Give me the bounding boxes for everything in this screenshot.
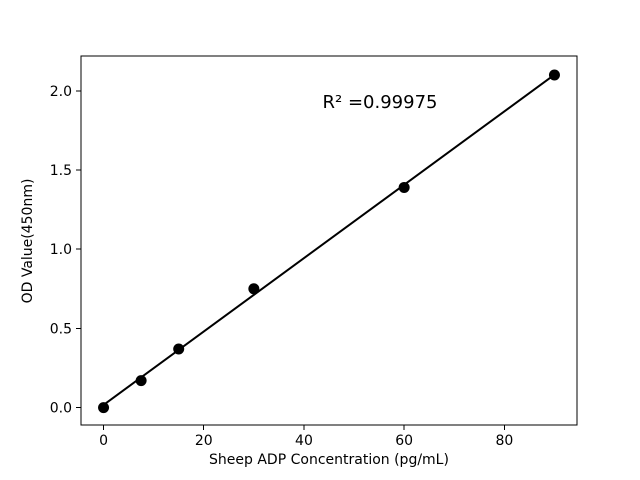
y-tick-label: 1.0	[50, 242, 72, 258]
data-point	[135, 375, 147, 387]
y-tick-label: 2.0	[50, 84, 72, 100]
x-tick-label: 0	[99, 433, 108, 449]
x-tick-label: 20	[195, 433, 213, 449]
data-point	[173, 343, 185, 355]
axes-layer: 0 20 40 60 80 0.0 0.5 1.0 1.5 2.0	[50, 55, 578, 449]
data-layer	[98, 69, 560, 414]
fit-line	[102, 73, 556, 406]
r-squared-annotation: R² =0.99975	[323, 92, 438, 113]
data-point	[98, 402, 110, 414]
x-tick-label: 40	[295, 433, 313, 449]
plot-border	[80, 55, 578, 426]
x-axis-label: Sheep ADP Concentration (pg/mL)	[209, 452, 449, 468]
y-tick-label: 1.5	[50, 163, 72, 179]
y-tick-label: 0.0	[50, 401, 72, 417]
x-tick-label: 80	[495, 433, 513, 449]
y-tick-label: 0.5	[50, 321, 72, 337]
y-axis-label: OD Value(450nm)	[20, 179, 36, 304]
data-point	[398, 181, 410, 193]
x-tick-label: 60	[395, 433, 413, 449]
data-point	[248, 283, 260, 295]
data-point	[548, 69, 560, 81]
